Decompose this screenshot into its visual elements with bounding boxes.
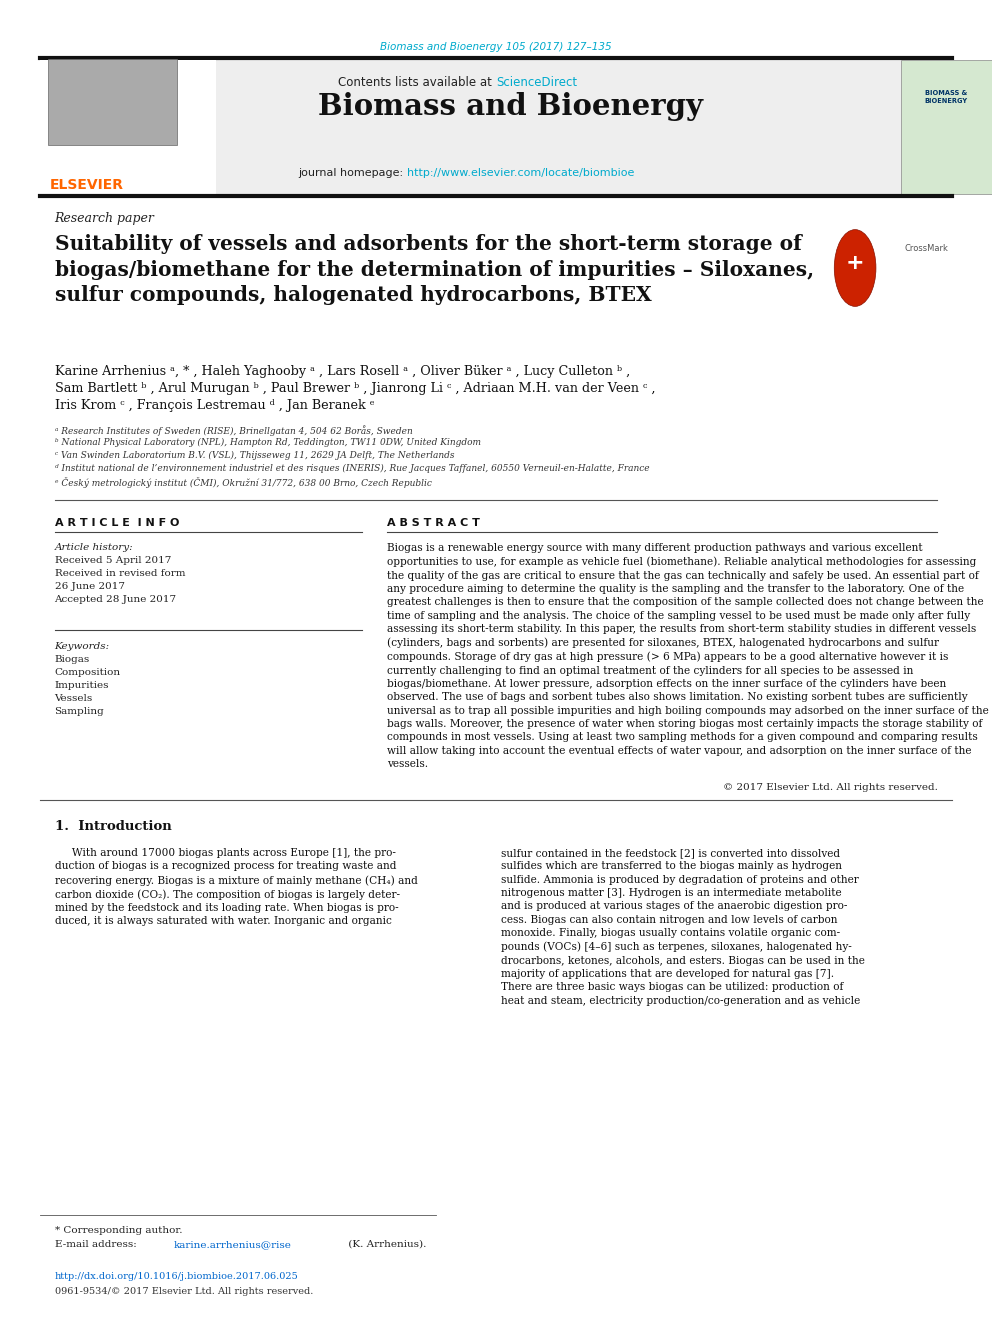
Text: Iris Krom ᶜ , François Lestremau ᵈ , Jan Beranek ᵉ: Iris Krom ᶜ , François Lestremau ᵈ , Jan… (55, 400, 374, 411)
Text: E-mail address:: E-mail address: (55, 1240, 140, 1249)
Text: A R T I C L E  I N F O: A R T I C L E I N F O (55, 519, 179, 528)
Text: CrossMark: CrossMark (905, 243, 948, 253)
Bar (40, 60, 903, 194)
Text: http://www.elsevier.com/locate/biombioe: http://www.elsevier.com/locate/biombioe (407, 168, 634, 179)
Text: Keywords:: Keywords: (55, 642, 110, 651)
Bar (40, 60, 216, 194)
Text: Biogas: Biogas (55, 655, 90, 664)
Text: Impurities: Impurities (55, 681, 109, 691)
Ellipse shape (834, 230, 876, 307)
Bar (48, 60, 177, 146)
Text: Contents lists available at: Contents lists available at (338, 75, 496, 89)
Text: http://dx.doi.org/10.1016/j.biombioe.2017.06.025: http://dx.doi.org/10.1016/j.biombioe.201… (55, 1271, 299, 1281)
Text: Received 5 April 2017: Received 5 April 2017 (55, 556, 171, 565)
Text: 26 June 2017: 26 June 2017 (55, 582, 125, 591)
Text: * Corresponding author.: * Corresponding author. (55, 1226, 183, 1234)
Text: Suitability of vessels and adsorbents for the short-term storage of
biogas/biome: Suitability of vessels and adsorbents fo… (55, 234, 813, 306)
Text: karine.arrhenius@rise: karine.arrhenius@rise (174, 1240, 292, 1249)
Text: sulfur contained in the feedstock [2] is converted into dissolved
sulfides which: sulfur contained in the feedstock [2] is… (501, 848, 865, 1005)
Text: © 2017 Elsevier Ltd. All rights reserved.: © 2017 Elsevier Ltd. All rights reserved… (722, 783, 937, 792)
Text: 1.  Introduction: 1. Introduction (55, 820, 172, 833)
Text: Received in revised form: Received in revised form (55, 569, 186, 578)
Text: Vessels: Vessels (55, 695, 93, 703)
Text: Accepted 28 June 2017: Accepted 28 June 2017 (55, 595, 177, 605)
Text: Research paper: Research paper (55, 212, 155, 225)
Text: Sampling: Sampling (55, 706, 104, 716)
Text: Karine Arrhenius ᵃ, * , Haleh Yaghooby ᵃ , Lars Rosell ᵃ , Oliver Büker ᵃ , Lucy: Karine Arrhenius ᵃ, * , Haleh Yaghooby ᵃ… (55, 365, 630, 378)
Text: ᵉ Český metrologický institut (ČMI), Okružní 31/772, 638 00 Brno, Czech Republic: ᵉ Český metrologický institut (ČMI), Okr… (55, 478, 432, 488)
Text: (K. Arrhenius).: (K. Arrhenius). (345, 1240, 427, 1249)
Text: With around 17000 biogas plants across Europe [1], the pro-
duction of biogas is: With around 17000 biogas plants across E… (55, 848, 418, 926)
Text: ᵇ National Physical Laboratory (NPL), Hampton Rd, Teddington, TW11 0DW, United K: ᵇ National Physical Laboratory (NPL), Ha… (55, 438, 480, 447)
Text: ᵈ Institut national de l’environnement industriel et des risques (INERIS), Rue J: ᵈ Institut national de l’environnement i… (55, 464, 649, 474)
Text: Biogas is a renewable energy source with many different production pathways and : Biogas is a renewable energy source with… (387, 542, 989, 769)
Text: Biomass and Bioenergy: Biomass and Bioenergy (318, 93, 703, 120)
Text: ᶜ Van Swinden Laboratorium B.V. (VSL), Thijsseweg 11, 2629 JA Delft, The Netherl: ᶜ Van Swinden Laboratorium B.V. (VSL), T… (55, 451, 454, 460)
Text: Article history:: Article history: (55, 542, 133, 552)
Text: ScienceDirect: ScienceDirect (496, 75, 577, 89)
Bar (901, 60, 992, 194)
Text: Composition: Composition (55, 668, 121, 677)
Text: Biomass and Bioenergy 105 (2017) 127–135: Biomass and Bioenergy 105 (2017) 127–135 (380, 42, 612, 52)
Text: ᵃ Research Institutes of Sweden (RISE), Brinellgatan 4, 504 62 Borås, Sweden: ᵃ Research Institutes of Sweden (RISE), … (55, 425, 413, 435)
Text: Sam Bartlett ᵇ , Arul Murugan ᵇ , Paul Brewer ᵇ , Jianrong Li ᶜ , Adriaan M.H. v: Sam Bartlett ᵇ , Arul Murugan ᵇ , Paul B… (55, 382, 655, 396)
Text: ELSEVIER: ELSEVIER (50, 179, 124, 192)
Text: +: + (846, 253, 864, 273)
Text: journal homepage:: journal homepage: (298, 168, 407, 179)
Text: A B S T R A C T: A B S T R A C T (387, 519, 480, 528)
Text: 0961-9534/© 2017 Elsevier Ltd. All rights reserved.: 0961-9534/© 2017 Elsevier Ltd. All right… (55, 1287, 312, 1297)
Text: BIOMASS &
BIOENERGY: BIOMASS & BIOENERGY (925, 90, 968, 105)
